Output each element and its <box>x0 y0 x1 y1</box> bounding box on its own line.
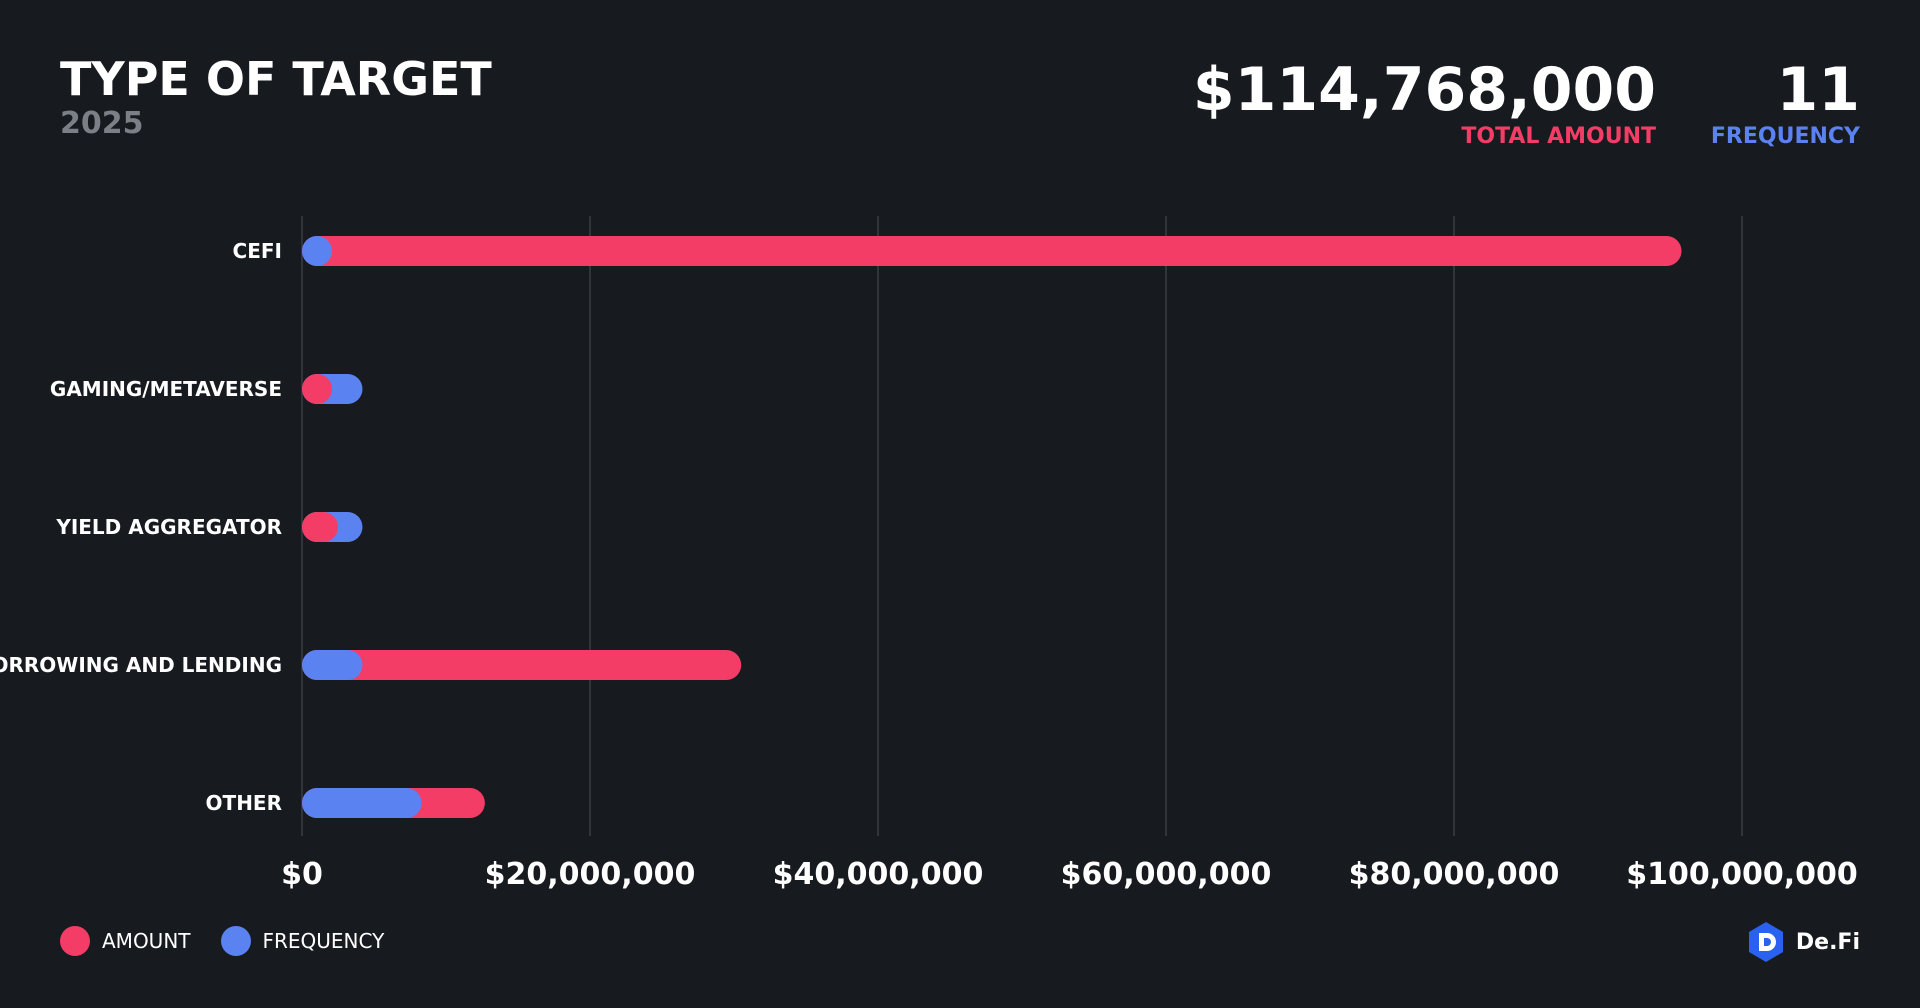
bar-chart: $0 $20,000,000 $40,000,000 $60,000,000 $80,0… <box>0 216 1858 892</box>
x-tick-label-0: $0 <box>281 857 323 892</box>
category-label-3: BORROWING AND LENDING <box>0 653 282 677</box>
legend-amount-label: AMOUNT <box>102 929 191 953</box>
amount-swatch <box>60 926 90 956</box>
total-amount-label: TOTAL AMOUNT <box>1461 124 1656 149</box>
frequency-bar-4 <box>302 788 422 818</box>
amount-bar-0 <box>302 236 1682 266</box>
frequency-label: FREQUENCY <box>1710 124 1860 149</box>
legend-item-frequency: FREQUENCY <box>220 926 385 956</box>
amount-bar-1 <box>302 374 332 404</box>
category-label-4: OTHER <box>206 791 282 815</box>
category-label-0: CEFI <box>233 239 282 263</box>
legend: AMOUNT FREQUENCY <box>60 926 414 956</box>
category-label-1: GAMING/METAVERSE <box>50 377 282 401</box>
brand-label: De.Fi <box>1795 929 1860 955</box>
category-label-2: YIELD AGGREGATOR <box>55 515 282 539</box>
total-amount-kpi: $114,768,000 TOTAL AMOUNT <box>1193 54 1656 149</box>
chart-subtitle: 2025 <box>60 106 144 141</box>
total-amount-value: $114,768,000 <box>1192 55 1656 125</box>
frequency-swatch <box>220 926 251 956</box>
x-tick-label-1: $20,000,000 <box>485 857 696 892</box>
legend-item-amount: AMOUNT <box>60 926 191 956</box>
defi-logo-icon <box>1748 922 1783 962</box>
chart-title: TYPE OF TARGET <box>60 52 492 106</box>
x-tick-label-5: $100,000,000 <box>1626 857 1858 892</box>
brand: De.Fi <box>1744 920 1860 964</box>
frequency-kpi: 11 FREQUENCY <box>1711 54 1860 149</box>
legend-frequency-label: FREQUENCY <box>262 929 385 953</box>
amount-bar-2 <box>302 512 338 542</box>
frequency-value: 11 <box>1776 55 1861 125</box>
x-tick-label-4: $80,000,000 <box>1349 857 1560 892</box>
frequency-bar-0 <box>302 236 332 266</box>
amount-bar-3 <box>302 650 742 680</box>
frequency-bar-3 <box>302 650 363 680</box>
x-tick-label-2: $40,000,000 <box>773 857 984 892</box>
x-tick-label-3: $60,000,000 <box>1061 857 1272 892</box>
